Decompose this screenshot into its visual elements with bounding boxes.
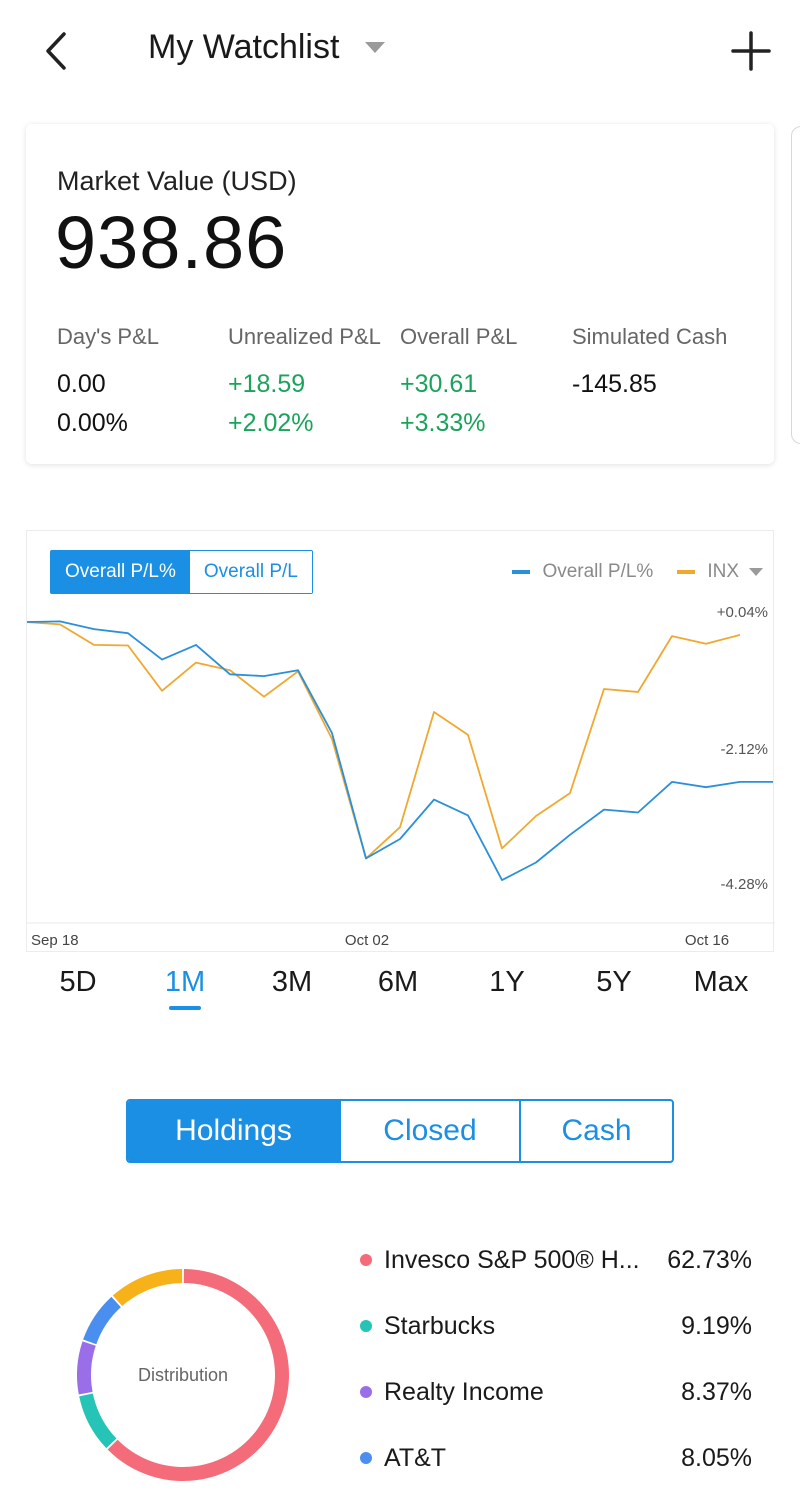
y-tick-label: -4.28% [720, 876, 768, 893]
market-value: 938.86 [55, 201, 288, 284]
next-card-peek[interactable] [791, 126, 800, 444]
range-tab-3m[interactable]: 3M [271, 966, 313, 998]
range-tab-5d[interactable]: 5D [59, 966, 97, 998]
range-tab-max[interactable]: Max [693, 966, 749, 998]
pl-heading: Day's P&L [57, 324, 160, 349]
holdings-segmented-control: Holdings Closed Cash [126, 1099, 674, 1163]
pl-value: +30.61 [400, 370, 478, 398]
legend-item-benchmark[interactable]: INX [677, 561, 763, 583]
legend-label: Overall P/L% [542, 561, 654, 582]
back-button[interactable] [36, 26, 80, 76]
distribution-item[interactable]: Invesco S&P 500® H... 62.73% [360, 1240, 752, 1280]
chart-mode-toggle: Overall P/L% Overall P/L [50, 550, 313, 594]
distribution-item[interactable]: Realty Income 8.37% [360, 1372, 752, 1412]
tab-holdings[interactable]: Holdings [128, 1101, 339, 1161]
distribution-item[interactable]: Starbucks 9.19% [360, 1306, 752, 1346]
x-tick-label: Oct 16 [685, 932, 729, 949]
range-tab-5y[interactable]: 5Y [596, 966, 632, 998]
range-tab-6m[interactable]: 6M [377, 966, 419, 998]
holding-percent: 8.37% [681, 1377, 752, 1406]
simulated-cash-column: Simulated Cash -145.85 [572, 324, 727, 399]
holding-name: AT&T [384, 1443, 447, 1472]
caret-down-icon [365, 42, 386, 53]
distribution-donut-chart[interactable]: Distribution [70, 1262, 296, 1488]
legend-dot-icon [360, 1452, 372, 1464]
chevron-left-icon [46, 32, 66, 70]
holding-percent: 8.05% [681, 1443, 752, 1472]
top-bar: My Watchlist [0, 0, 800, 104]
pl-line-chart: +0.04% -2.12% -4.28% Sep 18 Oct 02 Oct 16 [27, 604, 775, 949]
add-button[interactable] [728, 28, 774, 74]
pl-percent: 0.00% [57, 409, 128, 437]
pl-heading: Unrealized P&L [228, 324, 381, 349]
donut-slice[interactable] [79, 1393, 117, 1449]
x-tick-label: Oct 02 [345, 932, 389, 949]
caret-down-icon [749, 568, 763, 576]
donut-slice[interactable] [107, 1269, 289, 1481]
unrealized-pl-column: Unrealized P&L +18.59 +2.02% [228, 324, 381, 438]
legend-swatch [512, 570, 531, 574]
watchlist-selector[interactable]: My Watchlist [148, 28, 386, 67]
legend-dot-icon [360, 1320, 372, 1332]
donut-slice[interactable] [112, 1269, 183, 1307]
range-tab-1y[interactable]: 1Y [489, 966, 525, 998]
legend-dot-icon [360, 1386, 372, 1398]
legend-dot-icon [360, 1254, 372, 1266]
toggle-pl-percent[interactable]: Overall P/L% [51, 551, 190, 593]
legend-label: INX [707, 561, 739, 582]
y-tick-label: -2.12% [720, 741, 768, 758]
days-pl-column: Day's P&L 0.00 0.00% [57, 324, 159, 438]
series-line-inx [27, 621, 741, 860]
y-tick-label: +0.04% [717, 604, 768, 621]
active-range-indicator [169, 1006, 201, 1010]
pl-percent: +2.02% [228, 409, 314, 437]
chart-legend: Overall P/L% INX [488, 561, 763, 583]
overall-pl-column: Overall P&L +30.61 +3.33% [400, 324, 517, 438]
page-title: My Watchlist [148, 28, 340, 66]
distribution-item[interactable]: AT&T 8.05% [360, 1438, 752, 1478]
donut-slice[interactable] [77, 1341, 96, 1395]
donut-center-label: Distribution [138, 1365, 228, 1385]
pl-heading: Simulated Cash [572, 324, 728, 349]
holding-percent: 9.19% [681, 1311, 752, 1340]
pl-chart-card: +0.04% -2.12% -4.28% Sep 18 Oct 02 Oct 16 Ove… [26, 530, 775, 952]
pl-percent: +3.33% [400, 409, 486, 437]
holding-name: Starbucks [384, 1311, 496, 1340]
tab-closed[interactable]: Closed [339, 1101, 519, 1161]
pl-value: 0.00 [57, 370, 106, 398]
market-value-card: Market Value (USD) 938.86 Day's P&L 0.00… [26, 124, 774, 464]
pl-value: +18.59 [228, 370, 306, 398]
legend-item-overall: Overall P/L% [512, 561, 653, 583]
holding-name: Realty Income [384, 1377, 544, 1406]
plus-icon [731, 31, 771, 71]
holding-name: Invesco S&P 500® H... [384, 1245, 640, 1274]
series-line-overall-p-l- [27, 620, 773, 881]
x-tick-label: Sep 18 [31, 932, 79, 949]
tab-cash[interactable]: Cash [519, 1101, 672, 1161]
pl-heading: Overall P&L [400, 324, 518, 349]
range-tab-1m[interactable]: 1M [140, 966, 230, 1010]
time-range-tabs: 5D 1M 3M 6M 1Y 5Y Max [0, 966, 800, 1016]
market-value-label: Market Value (USD) [57, 166, 297, 196]
donut-slice[interactable] [83, 1296, 121, 1345]
toggle-pl-amount[interactable]: Overall P/L [189, 551, 312, 593]
legend-swatch [677, 570, 696, 574]
holding-percent: 62.73% [667, 1245, 752, 1274]
pl-value: -145.85 [572, 370, 657, 398]
